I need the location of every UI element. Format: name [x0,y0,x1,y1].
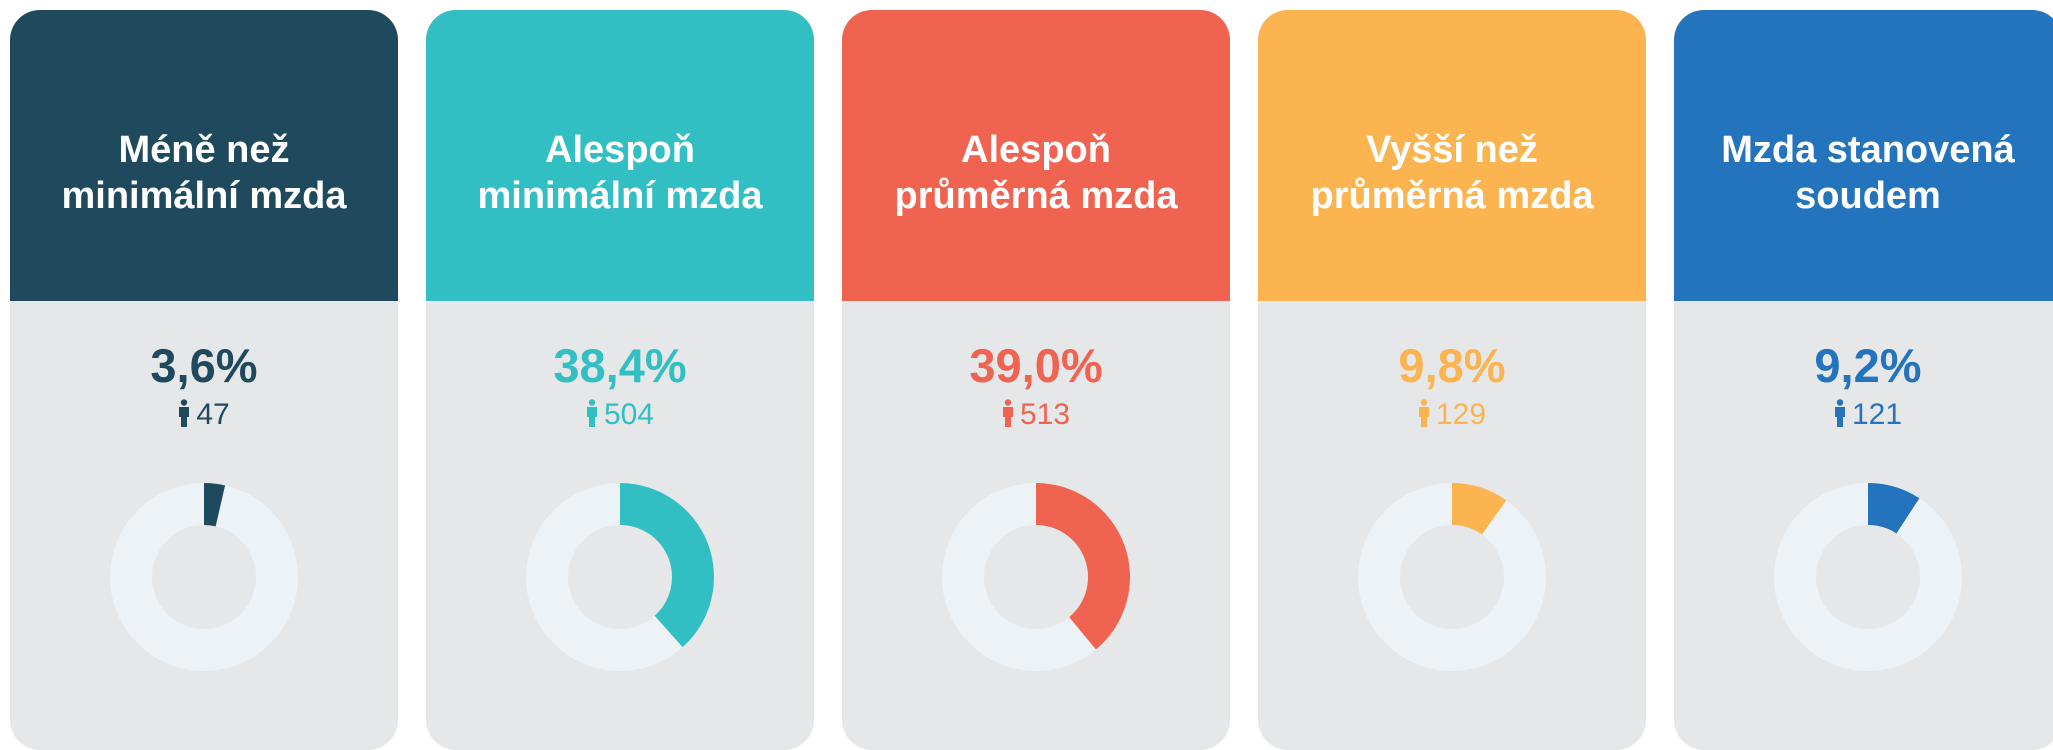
person-icon [179,399,190,427]
donut-chart [1358,483,1546,671]
card-header: Alespoň minimální mzda [426,10,814,301]
card-title: minimální mzda [61,175,347,217]
percent-label: 3,6% [150,339,258,392]
count-row: 129 [1258,398,1646,432]
person-head [181,399,188,406]
person-head [588,399,596,406]
card: Vyšší než průměrná mzda 9,8% 129 [1258,10,1646,750]
donut-chart [526,483,714,671]
count-row: 513 [842,398,1230,432]
donut-segment [620,483,714,648]
donut-track [110,483,298,671]
donut-track [1358,483,1546,671]
donut-segment [1868,483,1920,534]
count-row: 47 [10,398,398,432]
person-body [1834,407,1845,427]
count-row: 121 [1674,398,2053,432]
person-icon [1418,399,1429,427]
count-label: 129 [1435,398,1487,431]
count-label: 47 [196,398,230,431]
donut-chart [110,483,298,671]
donut-chart [1774,483,1962,671]
card-title: Vyšší než [1366,129,1538,171]
donut-segment [1036,483,1130,650]
person-body [1002,407,1013,427]
card-title: minimální mzda [477,175,763,217]
donut-chart [942,483,1130,671]
count-row: 504 [426,398,814,432]
card: Alespoň průměrná mzda 39,0% 513 [842,10,1230,750]
card: Mzda stanovená soudem 9,2% 121 [1674,10,2053,750]
card: Alespoň minimální mzda 38,4% 504 [426,10,814,750]
person-head [1420,399,1428,406]
donut-track [1774,483,1962,671]
person-icon [586,399,597,427]
person-body [179,407,190,427]
card-title: průměrná mzda [894,175,1178,217]
person-icon [1834,399,1845,427]
percent-label: 39,0% [969,339,1103,392]
donut-segment [204,483,226,527]
person-body [1418,407,1429,427]
card-title: Alespoň [545,129,695,171]
count-label: 513 [1019,398,1071,431]
donut-segment [1452,483,1507,535]
person-head [1004,399,1012,406]
percent-label: 38,4% [553,339,687,392]
card-title: průměrná mzda [1310,175,1594,217]
page: Méně než minimální mzda 3,6% 47 Alespoň minim… [10,10,2053,750]
card-title: soudem [1795,175,1941,217]
person-icon [1002,399,1013,427]
percent-label: 9,8% [1398,339,1506,392]
card-title: Méně než [118,129,290,171]
percent-label: 9,2% [1814,339,1922,392]
card-header: Méně než minimální mzda [10,10,398,301]
person-body [586,407,597,427]
count-label: 504 [603,398,655,431]
card: Méně než minimální mzda 3,6% 47 [10,10,398,750]
card-title: Mzda stanovená [1721,129,2015,171]
card-header: Vyšší než průměrná mzda [1258,10,1646,301]
count-label: 121 [1851,398,1903,431]
card-header: Alespoň průměrná mzda [842,10,1230,301]
card-title: Alespoň [961,129,1111,171]
card-header: Mzda stanovená soudem [1674,10,2053,301]
person-head [1836,399,1844,406]
